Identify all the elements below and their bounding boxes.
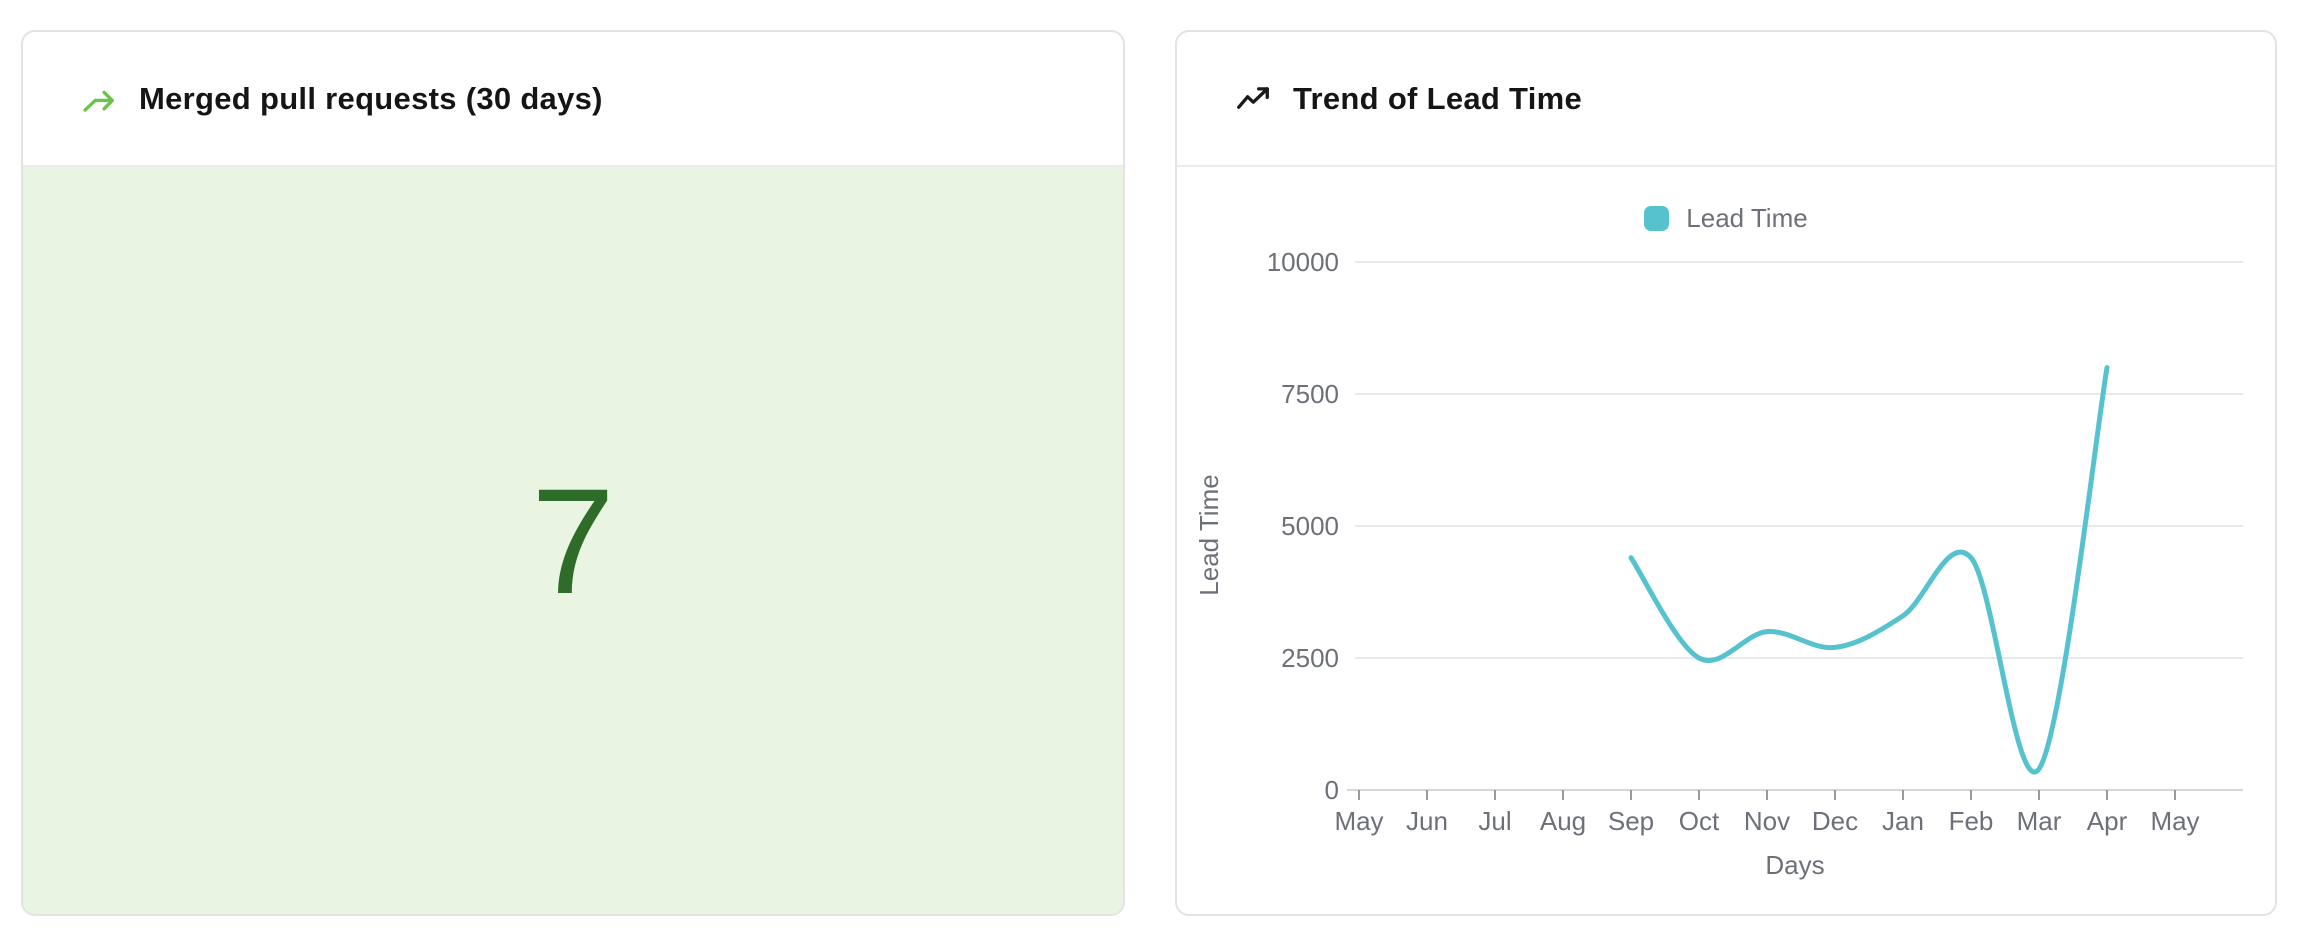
lead-time-trend-card: Trend of Lead Time Lead Time 0 2500 5000 75…	[1175, 30, 2277, 916]
lead-time-chart: Lead Time 0 2500 5000 7500 10000 May Jun Jul Aug…	[1177, 167, 2275, 914]
git-merge-arrow-icon	[83, 90, 114, 112]
x-tick-label: Aug	[1540, 806, 1586, 836]
legend-item-lead-time[interactable]: Lead Time	[1177, 203, 2275, 234]
lead-time-series-line	[1628, 365, 2110, 775]
card-header: Merged pull requests (30 days)	[23, 32, 1123, 167]
card-header: Trend of Lead Time	[1177, 32, 2275, 167]
legend-label: Lead Time	[1686, 203, 1808, 233]
x-tick-label: Sep	[1608, 806, 1654, 836]
x-tick-label: Mar	[2017, 806, 2062, 836]
x-tick-label: Apr	[2087, 806, 2128, 836]
y-tick-label: 10000	[1267, 247, 1339, 277]
legend-swatch	[1644, 206, 1670, 231]
merged-pull-requests-card: Merged pull requests (30 days) 7	[21, 30, 1125, 916]
x-tick-label: Jul	[1478, 806, 1511, 836]
y-axis-name: Lead Time	[1194, 474, 1224, 595]
y-tick-label: 5000	[1281, 511, 1339, 541]
x-tick-label: Jan	[1882, 806, 1924, 836]
merged-pr-count: 7	[531, 456, 615, 625]
x-tick-label: Jun	[1406, 806, 1448, 836]
x-tick-label: May	[1334, 806, 1383, 836]
x-tick-label: Feb	[1949, 806, 1994, 836]
card-title: Trend of Lead Time	[1293, 80, 1583, 116]
y-tick-label: 0	[1325, 775, 1339, 805]
y-tick-label: 7500	[1281, 379, 1339, 409]
card-title: Merged pull requests (30 days)	[139, 80, 603, 116]
trending-up-icon	[1237, 86, 1269, 109]
line-chart-canvas: 0 2500 5000 7500 10000 May Jun Jul Aug Sep Oct Nov D…	[1194, 247, 2243, 880]
x-tick-label: Oct	[1679, 806, 1720, 836]
x-tick-label: Nov	[1744, 806, 1790, 836]
x-axis-name: Days	[1765, 850, 1824, 880]
x-tick-label: May	[2150, 806, 2199, 836]
y-tick-label: 2500	[1281, 643, 1339, 673]
x-tick-label: Dec	[1812, 806, 1858, 836]
merged-pr-count-panel: 7	[23, 167, 1123, 914]
